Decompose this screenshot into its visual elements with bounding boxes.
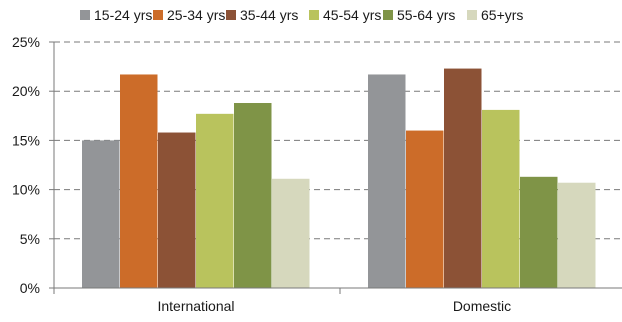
legend-label: 35-44 yrs <box>240 7 298 23</box>
x-category-label: International <box>157 298 234 314</box>
bars <box>82 68 596 289</box>
y-tick-label: 5% <box>20 231 40 247</box>
bar <box>520 176 558 288</box>
bar <box>82 140 120 288</box>
legend-label: 65+yrs <box>481 7 523 23</box>
bar <box>482 109 520 288</box>
y-tick-label: 0% <box>20 280 40 296</box>
legend-label: 45-54 yrs <box>323 7 381 23</box>
legend-swatch <box>383 10 393 20</box>
x-category-label: Domestic <box>453 298 511 314</box>
y-tick-label: 15% <box>12 132 40 148</box>
bar <box>368 74 406 288</box>
bar <box>558 182 596 288</box>
bar <box>406 130 444 288</box>
legend-swatch <box>153 10 163 20</box>
bar <box>444 68 482 289</box>
bar <box>272 178 310 288</box>
legend-swatch <box>309 10 319 20</box>
axes <box>49 41 622 294</box>
bar <box>120 74 158 288</box>
legend-label: 55-64 yrs <box>397 7 455 23</box>
legend-swatch <box>467 10 477 20</box>
y-tick-label: 10% <box>12 182 40 198</box>
y-axis-ticks: 0% 5% 10% 15% 20% 25% <box>12 34 40 296</box>
y-tick-label: 25% <box>12 34 40 50</box>
bar <box>234 103 272 289</box>
legend-label: 25-34 yrs <box>167 7 225 23</box>
y-tick-label: 20% <box>12 83 40 99</box>
x-axis-labels: International Domestic <box>157 298 511 314</box>
legend-swatch <box>80 10 90 20</box>
legend-label: 15-24 yrs <box>94 7 152 23</box>
legend: 15-24 yrs 25-34 yrs 35-44 yrs 45-54 yrs 55-6… <box>80 7 523 23</box>
legend-swatch <box>226 10 236 20</box>
bar <box>158 132 196 288</box>
bar <box>196 113 234 288</box>
